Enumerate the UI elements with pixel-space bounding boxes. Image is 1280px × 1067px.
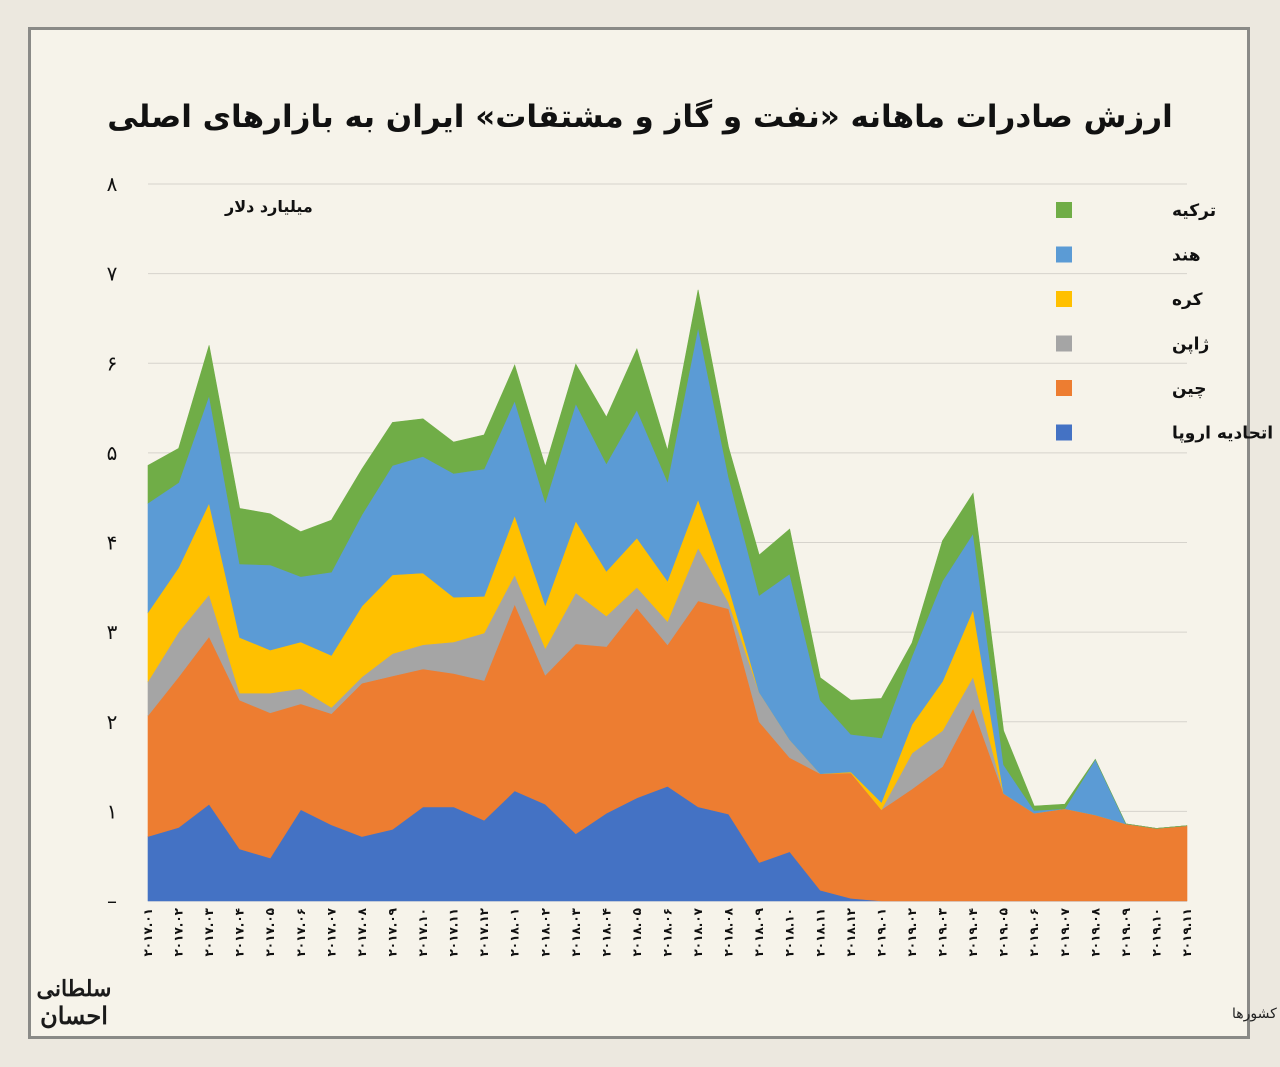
y-axis-ticks: – ۱ ۲ ۳ ۴ ۵ ۶ ۷ ۸: [107, 172, 118, 913]
legend: ترکیه هند کره ژاپن چین اتحادیه اروپا: [1056, 201, 1273, 444]
x-tick-label: ۲۰۱۸.۰۲: [538, 907, 552, 956]
legend-label: کره: [1172, 290, 1203, 310]
area-series-5: [147, 289, 1188, 829]
x-tick-label: ۲۰۱۹.۰۵: [997, 908, 1011, 957]
x-tick-label: ۲۰۱۷.۰۲: [172, 907, 186, 956]
x-tick-label: ۲۰۱۸.۰۶: [661, 908, 675, 957]
x-tick-label: ۲۰۱۹.۰۶: [1027, 908, 1041, 957]
x-tick-label: ۲۰۱۷.۰۱: [141, 908, 155, 957]
x-tick-label: ۲۰۱۸.۰۱: [508, 908, 522, 957]
x-tick-label: ۲۰۱۸.۰۳: [569, 907, 583, 956]
legend-swatch: [1056, 202, 1072, 218]
x-tick-label: ۲۰۱۸.۰۷: [691, 907, 705, 956]
y-tick-label: ۱: [107, 799, 118, 823]
x-tick-label: ۲۰۱۸.۰۵: [630, 908, 644, 957]
x-tick-label: ۲۰۱۷.۱۱: [447, 908, 461, 957]
x-tick-label: ۲۰۱۷.۰۶: [294, 908, 308, 957]
y-tick-label: ۴: [107, 531, 118, 555]
x-tick-label: ۲۰۱۸.۰۴: [599, 908, 613, 957]
x-tick-label: ۲۰۱۹.۰۷: [1058, 907, 1072, 956]
legend-label: چین: [1172, 379, 1207, 399]
y-tick-label: ۳: [107, 620, 118, 644]
area-series: [147, 289, 1188, 902]
legend-swatch: [1056, 424, 1072, 441]
x-tick-label: ۲۰۱۸.۱۲: [844, 907, 858, 956]
x-tick-label: ۲۰۱۸.۰۸: [722, 907, 736, 956]
y-axis-unit-label: میلیارد دلار: [224, 197, 313, 216]
legend-label: هند: [1172, 246, 1201, 266]
x-tick-label: ۲۰۱۹.۰۴: [966, 908, 980, 957]
x-tick-label: ۲۰۱۸.۱۰: [783, 908, 797, 957]
legend-label: اتحادیه اروپا: [1172, 424, 1273, 444]
x-tick-label: ۲۰۱۷.۰۴: [233, 908, 247, 957]
x-tick-label: ۲۰۱۸.۰۹: [752, 907, 766, 956]
x-tick-label: ۲۰۱۹.۱۰: [1149, 908, 1163, 957]
x-tick-label: ۲۰۱۹.۰۲: [905, 907, 919, 956]
x-tick-label: ۲۰۱۹.۰۹: [1119, 907, 1133, 956]
legend-swatch: [1056, 291, 1072, 307]
y-tick-label: ۷: [107, 262, 118, 286]
legend-swatch: [1056, 335, 1072, 352]
y-tick-label: ۶: [107, 351, 118, 375]
legend-label: ژاپن: [1172, 335, 1209, 355]
x-tick-label: ۲۰۱۷.۰۹: [385, 907, 399, 956]
x-tick-label: ۲۰۱۹.۰۳: [936, 907, 950, 956]
x-tick-label: ۲۰۱۸.۱۱: [813, 908, 827, 957]
signature-line-1: سلطانی: [37, 976, 112, 1002]
y-tick-label: ۵: [107, 441, 118, 465]
x-axis-ticks: ۲۰۱۷.۰۱ ۲۰۱۷.۰۲ ۲۰۱۷.۰۳ ۲۰۱۷.۰۴ ۲۰۱۷.۰۵ ۲۰۱۷.…: [141, 907, 1194, 956]
x-tick-label: ۲۰۱۷.۰۷: [324, 907, 338, 956]
legend-swatch: [1056, 246, 1072, 263]
y-tick-label: ۲: [107, 710, 118, 734]
signature-line-2: احسان: [40, 1001, 108, 1030]
x-tick-label: ۲۰۱۷.۰۵: [263, 908, 277, 957]
legend-swatch: [1056, 380, 1072, 396]
x-tick-label: ۲۰۱۷.۰۸: [355, 907, 369, 956]
x-tick-label: ۲۰۱۹.۱۱: [1180, 908, 1194, 957]
y-tick-label: ۸: [107, 172, 118, 196]
x-tick-label: ۲۰۱۷.۱۲: [477, 907, 491, 956]
chart-title: ارزش صادرات ماهانه «نفت و گاز و مشتقات» …: [107, 98, 1173, 135]
x-tick-label: ۲۰۱۹.۰۸: [1088, 907, 1102, 956]
legend-label: ترکیه: [1172, 201, 1216, 221]
signature-logo: سلطانی احسان: [37, 976, 112, 1030]
x-tick-label: ۲۰۱۷.۰۳: [202, 907, 216, 956]
x-tick-label: ۲۰۱۹.۰۱: [874, 908, 888, 957]
y-tick-label: –: [107, 889, 117, 913]
x-tick-label: ۲۰۱۷.۱۰: [416, 908, 430, 957]
source-credit: تحلیل و استنتاج: احسان سلطانی بر اساس دا…: [1232, 1005, 1280, 1022]
